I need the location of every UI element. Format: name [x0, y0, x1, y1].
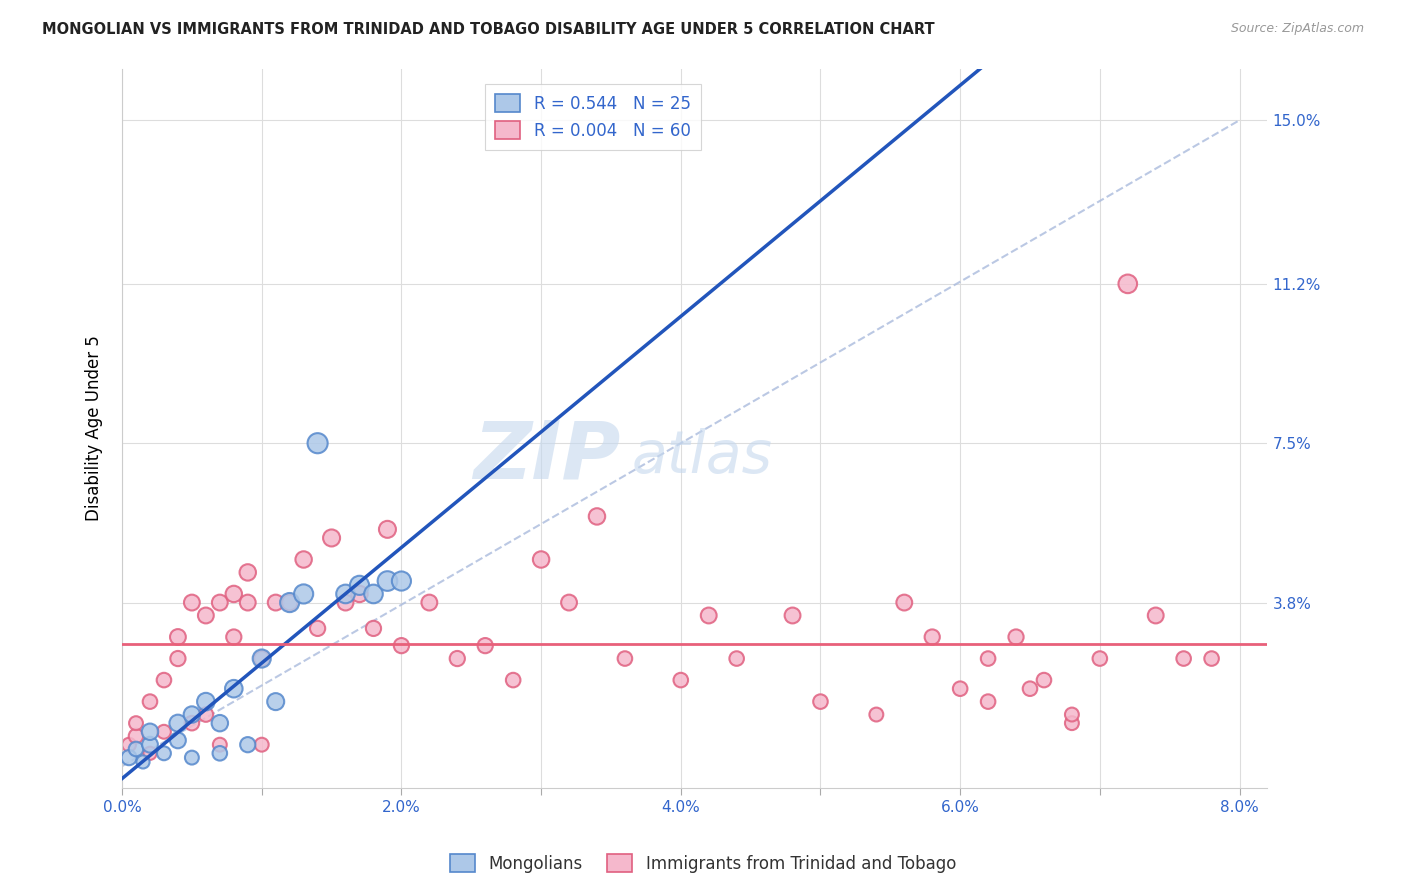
Point — [118, 750, 141, 764]
Point — [669, 673, 692, 687]
Point — [180, 716, 202, 731]
Point — [250, 738, 273, 752]
Text: MONGOLIAN VS IMMIGRANTS FROM TRINIDAD AND TOBAGO DISABILITY AGE UNDER 5 CORRELAT: MONGOLIAN VS IMMIGRANTS FROM TRINIDAD AN… — [42, 22, 935, 37]
Point — [474, 639, 496, 653]
Point — [125, 742, 148, 756]
Point — [139, 747, 162, 761]
Point — [725, 651, 748, 665]
Point — [1033, 673, 1056, 687]
Point — [1060, 716, 1083, 731]
Point — [250, 651, 273, 665]
Y-axis label: Disability Age Under 5: Disability Age Under 5 — [86, 335, 103, 521]
Point — [208, 738, 231, 752]
Point — [264, 695, 287, 709]
Point — [307, 621, 329, 635]
Point — [1116, 277, 1139, 291]
Point — [153, 673, 176, 687]
Point — [139, 738, 162, 752]
Point — [530, 552, 553, 566]
Point — [153, 747, 176, 761]
Point — [363, 587, 385, 601]
Point — [865, 707, 887, 722]
Text: Source: ZipAtlas.com: Source: ZipAtlas.com — [1230, 22, 1364, 36]
Point — [949, 681, 972, 696]
Point — [167, 716, 190, 731]
Point — [349, 587, 371, 601]
Point — [391, 574, 413, 588]
Point — [236, 738, 259, 752]
Point — [418, 596, 440, 610]
Point — [167, 630, 190, 644]
Point — [236, 596, 259, 610]
Point — [180, 750, 202, 764]
Point — [1005, 630, 1028, 644]
Point — [782, 608, 804, 623]
Point — [377, 522, 399, 536]
Point — [446, 651, 468, 665]
Point — [125, 716, 148, 731]
Point — [1144, 608, 1167, 623]
Point — [194, 695, 217, 709]
Text: atlas: atlas — [631, 428, 773, 485]
Point — [1173, 651, 1195, 665]
Point — [1088, 651, 1111, 665]
Point — [502, 673, 524, 687]
Point — [1019, 681, 1042, 696]
Point — [349, 578, 371, 592]
Point — [697, 608, 720, 623]
Point — [363, 621, 385, 635]
Point — [222, 681, 245, 696]
Point — [391, 639, 413, 653]
Point — [180, 596, 202, 610]
Point — [1201, 651, 1223, 665]
Point — [586, 509, 609, 524]
Point — [208, 596, 231, 610]
Point — [977, 695, 1000, 709]
Point — [264, 596, 287, 610]
Point — [810, 695, 832, 709]
Point — [125, 729, 148, 743]
Point — [613, 651, 636, 665]
Point — [208, 747, 231, 761]
Point — [167, 651, 190, 665]
Point — [194, 707, 217, 722]
Point — [558, 596, 581, 610]
Point — [307, 436, 329, 450]
Point — [222, 587, 245, 601]
Legend: R = 0.544   N = 25, R = 0.004   N = 60: R = 0.544 N = 25, R = 0.004 N = 60 — [485, 84, 700, 150]
Point — [118, 738, 141, 752]
Point — [1060, 707, 1083, 722]
Point — [278, 596, 301, 610]
Point — [139, 724, 162, 739]
Point — [335, 596, 357, 610]
Point — [977, 651, 1000, 665]
Point — [222, 630, 245, 644]
Point — [132, 755, 155, 769]
Point — [893, 596, 915, 610]
Point — [292, 587, 315, 601]
Point — [278, 596, 301, 610]
Point — [139, 695, 162, 709]
Point — [921, 630, 943, 644]
Point — [153, 724, 176, 739]
Point — [167, 733, 190, 747]
Point — [180, 707, 202, 722]
Point — [236, 566, 259, 580]
Legend: Mongolians, Immigrants from Trinidad and Tobago: Mongolians, Immigrants from Trinidad and… — [443, 847, 963, 880]
Point — [208, 716, 231, 731]
Point — [321, 531, 343, 545]
Text: ZIP: ZIP — [472, 418, 620, 496]
Point — [194, 608, 217, 623]
Point — [292, 552, 315, 566]
Point — [377, 574, 399, 588]
Point — [335, 587, 357, 601]
Point — [250, 651, 273, 665]
